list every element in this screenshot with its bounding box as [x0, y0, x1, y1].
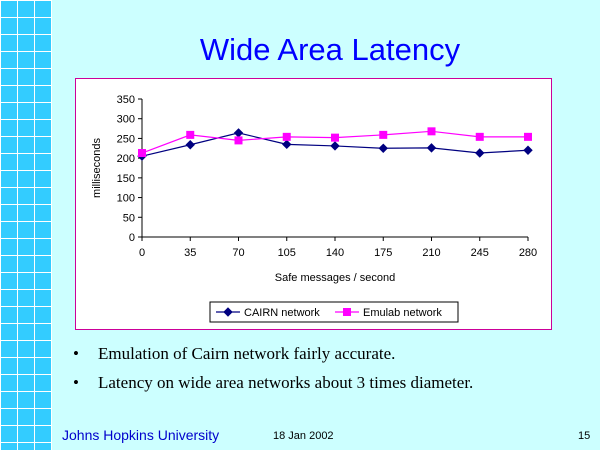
data-point-cairn — [282, 139, 292, 150]
y-tick-label: 0 — [129, 232, 135, 244]
x-tick-label: 105 — [278, 247, 296, 259]
chart-container: 0 50 100 150 200 250 300 350 0 35 70 105 140 175 210 24… — [75, 78, 552, 330]
data-point-cairn — [523, 145, 533, 155]
bullet-item: • Emulation of Cairn network fairly accu… — [70, 344, 590, 364]
bullet-text: Emulation of Cairn network fairly accura… — [98, 344, 396, 363]
x-tick-label: 210 — [422, 247, 440, 259]
data-point-cairn — [378, 143, 388, 153]
x-tick-label: 35 — [184, 247, 196, 259]
x-axis-label: Safe messages / second — [275, 272, 395, 284]
data-point-emulab — [427, 127, 436, 136]
bullet-marker: • — [73, 344, 79, 363]
x-tick-label: 0 — [139, 247, 145, 259]
legend-label: Emulab network — [363, 307, 442, 319]
y-tick-label: 350 — [117, 94, 135, 106]
footer-page-number: 15 — [578, 430, 591, 442]
data-point-emulab — [475, 132, 484, 141]
data-point-cairn — [426, 143, 437, 153]
data-point-emulab — [379, 130, 388, 139]
x-tick-label: 280 — [519, 247, 537, 259]
legend-swatch-marker — [343, 308, 351, 316]
y-tick-label: 50 — [123, 212, 135, 224]
data-point-cairn — [330, 141, 340, 151]
y-tick-label: 200 — [117, 153, 135, 165]
bullet-text: Latency on wide area networks about 3 ti… — [98, 373, 474, 392]
bullet-item: • Latency on wide area networks about 3 … — [70, 373, 590, 393]
x-tick-label: 245 — [471, 247, 489, 259]
bullet-list: • Emulation of Cairn network fairly accu… — [70, 344, 590, 402]
legend-swatch-marker — [223, 307, 233, 317]
data-point-emulab — [186, 130, 195, 139]
grid-decoration — [0, 0, 52, 450]
footer-date: 18 Jan 2002 — [273, 430, 334, 442]
data-point-emulab — [282, 132, 291, 141]
y-tick-label: 100 — [117, 193, 135, 205]
legend-label: CAIRN network — [244, 307, 320, 319]
data-point-cairn — [185, 140, 195, 150]
latency-chart: 0 50 100 150 200 250 300 350 0 35 70 105 140 175 210 24… — [91, 94, 537, 323]
y-tick-label: 250 — [117, 133, 135, 145]
x-tick-label: 70 — [232, 247, 244, 259]
bullet-marker: • — [73, 373, 79, 392]
data-point-cairn — [475, 148, 485, 158]
slide-title: Wide Area Latency — [199, 32, 461, 67]
y-tick-label: 150 — [117, 173, 135, 185]
x-tick-label: 175 — [374, 247, 392, 259]
data-point-emulab — [524, 132, 532, 141]
data-point-cairn — [233, 128, 244, 138]
y-tick-label: 300 — [117, 114, 135, 126]
legend-box — [209, 301, 459, 323]
footer-organization: Johns Hopkins University — [62, 427, 220, 443]
y-axis-label: milliseconds — [91, 138, 103, 198]
x-tick-label: 140 — [326, 247, 344, 259]
data-point-emulab — [331, 133, 339, 142]
data-point-emulab — [234, 136, 243, 145]
data-point-emulab — [138, 149, 146, 158]
